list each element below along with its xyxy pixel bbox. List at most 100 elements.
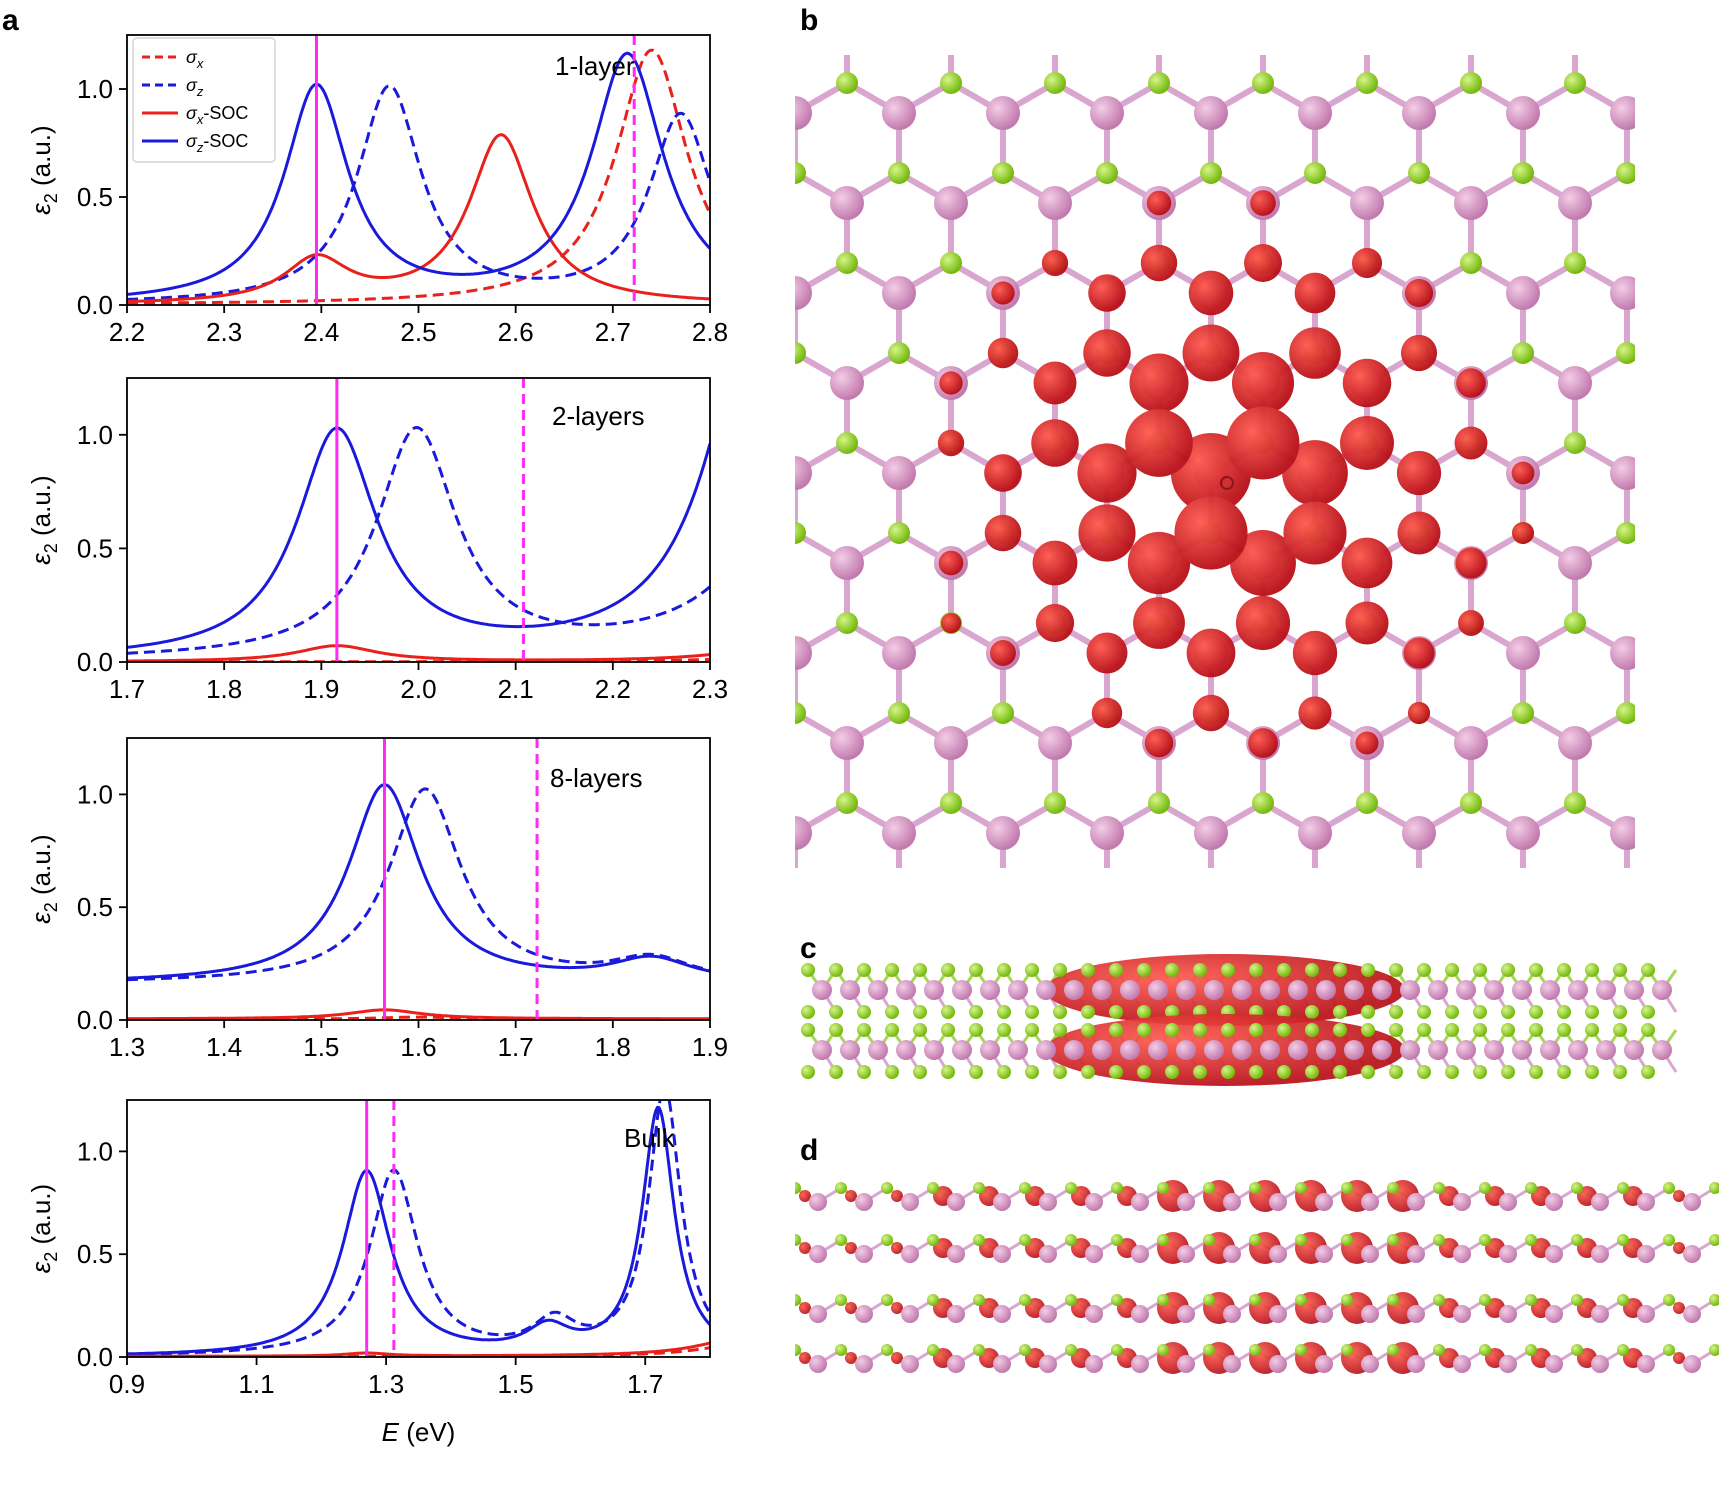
mo-atom <box>1662 726 1696 760</box>
s-atom <box>1109 1023 1123 1037</box>
density-lobe <box>1673 1242 1685 1254</box>
bond <box>899 0 951 23</box>
bond <box>743 0 795 23</box>
x-tick-label: 1.3 <box>368 1369 404 1399</box>
legend-entry: σx-SOC <box>186 103 248 127</box>
s-atom <box>1304 162 1326 184</box>
s-atom <box>1460 252 1482 274</box>
mo-atom <box>1512 1040 1532 1060</box>
s-atom <box>1019 1344 1031 1356</box>
s-atom <box>1668 432 1690 454</box>
mo-atom <box>1662 186 1696 220</box>
mo-atom <box>726 546 760 580</box>
mo-atom <box>1131 1245 1149 1263</box>
density-lobe <box>1351 247 1383 279</box>
bond <box>1315 893 1367 923</box>
mo-atom <box>1194 96 1228 130</box>
s-atom <box>784 882 806 904</box>
mo-atom <box>934 726 968 760</box>
mo-atom <box>795 636 812 670</box>
mo-atom <box>855 1245 873 1263</box>
y-tick-label: 0.0 <box>77 647 113 677</box>
s-atom <box>992 882 1014 904</box>
bond <box>639 443 691 473</box>
s-atom <box>1616 882 1638 904</box>
s-atom <box>888 882 910 904</box>
bond <box>1575 893 1627 923</box>
density-lobe <box>1456 368 1486 398</box>
mo-atom <box>1204 1040 1224 1060</box>
bond <box>1315 0 1367 23</box>
s-atom <box>1111 1294 1123 1306</box>
mo-atom <box>993 1355 1011 1373</box>
s-atom <box>1157 1344 1169 1356</box>
multilayer-layer-3 <box>795 1342 1719 1374</box>
mo-atom <box>1039 1245 1057 1263</box>
mo-atom <box>1090 96 1124 130</box>
s-atom <box>1433 1344 1445 1356</box>
mo-atom <box>1540 980 1560 1000</box>
mo-atom <box>1453 1193 1471 1211</box>
s-atom <box>1663 1234 1675 1246</box>
s-atom <box>1277 1023 1291 1037</box>
s-atom <box>1525 1234 1537 1246</box>
multilayer-layer-2 <box>795 1292 1719 1324</box>
density-lobe <box>1396 450 1442 496</box>
mo-atom <box>1558 366 1592 400</box>
mo-atom <box>1453 1245 1471 1263</box>
density-lobe <box>1404 278 1434 308</box>
mo-atom <box>1428 1040 1448 1060</box>
s-atom <box>888 162 910 184</box>
s-atom <box>1019 1182 1031 1194</box>
s-atom <box>1200 0 1222 4</box>
s-atom <box>1564 72 1586 94</box>
mo-atom <box>934 906 968 940</box>
s-atom <box>973 1294 985 1306</box>
s-atom <box>835 1234 847 1246</box>
s-atom <box>1613 1065 1627 1079</box>
mo-atom <box>1090 816 1124 850</box>
mo-atom <box>1545 1305 1563 1323</box>
s-atom <box>1025 1005 1039 1019</box>
mo-atom <box>1316 1040 1336 1060</box>
s-atom <box>1668 612 1690 634</box>
mo-atom <box>924 980 944 1000</box>
mo-atom <box>1269 1305 1287 1323</box>
bond <box>1627 893 1679 923</box>
s-atom <box>1571 1182 1583 1194</box>
plot-frame <box>126 1099 711 1358</box>
s-atom <box>1564 612 1586 634</box>
x-tick-label: 2.3 <box>206 317 242 347</box>
s-atom <box>1529 963 1543 977</box>
s-atom <box>829 1023 843 1037</box>
s-atom <box>1341 1182 1353 1194</box>
density-lobe <box>845 1352 857 1364</box>
mo-atom <box>795 816 812 850</box>
panel-letter-b: b <box>800 4 818 37</box>
mo-atom <box>1402 96 1436 130</box>
s-atom <box>1387 1344 1399 1356</box>
s-atom <box>1053 963 1067 977</box>
bond <box>1679 533 1719 563</box>
mo-atom <box>830 366 864 400</box>
mo-atom <box>1142 6 1176 40</box>
mo-atom <box>882 816 916 850</box>
bond <box>1055 893 1107 923</box>
mo-atom <box>674 636 708 670</box>
mo-atom <box>1038 186 1072 220</box>
mo-atom <box>1456 1040 1476 1060</box>
s-atom <box>1165 1023 1179 1037</box>
s-atom <box>969 963 983 977</box>
chart-3: 0.9 1.1 1.3 1.5 1.7 0.0 0.5 1.0 ε2 (a.u.) E (eV) B… <box>26 1099 711 1447</box>
mo-atom <box>830 546 864 580</box>
mo-atom <box>1652 1040 1672 1060</box>
s-atom <box>1193 1065 1207 1079</box>
y-tick-label: 1.0 <box>77 1136 113 1166</box>
mo-atom <box>934 6 968 40</box>
mo-atom <box>1064 1040 1084 1060</box>
s-atom <box>1663 1182 1675 1194</box>
s-atom <box>1417 1005 1431 1019</box>
mo-atom <box>1407 1245 1425 1263</box>
s-atom <box>1571 1294 1583 1306</box>
density-lobe <box>1041 249 1069 277</box>
